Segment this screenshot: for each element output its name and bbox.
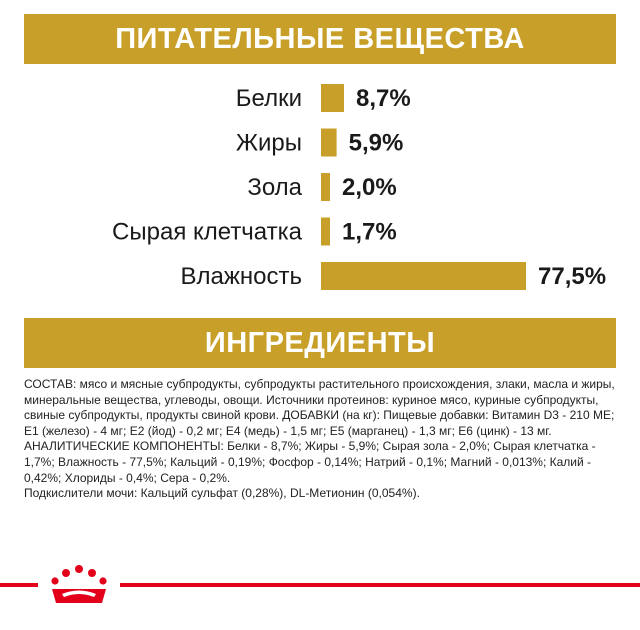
category-label-0: Белки [236,85,302,112]
category-label-2: Зола [247,174,302,201]
category-label-4: Влажность [180,263,302,290]
footer-red-line [0,583,640,587]
nutrients-bar-chart: Белки 8,7% Жиры 5,9% Зола 2,0% Сырая клетчатка… [112,84,606,290]
ingredients-title: ИНГРЕДИЕНТЫ [24,318,616,368]
value-label-1: 5,9% [349,130,404,157]
bar-1 [321,128,337,157]
bar-2 [321,173,330,201]
category-label-3: Сырая клетчатка [112,219,303,246]
nutrients-title: ПИТАТЕЛЬНЫЕ ВЕЩЕСТВА [24,14,616,64]
bar-3 [321,217,330,246]
value-label-3: 1,7% [342,219,397,246]
value-label-0: 8,7% [356,85,411,112]
value-label-2: 2,0% [342,174,397,201]
royal-canin-crown-icon [38,563,120,607]
value-label-4: 77,5% [538,263,606,290]
category-label-1: Жиры [236,130,302,157]
bar-4 [321,262,526,290]
ingredients-text: СОСТАВ: мясо и мясные субпродукты, субпр… [24,377,615,501]
bar-0 [321,84,345,112]
